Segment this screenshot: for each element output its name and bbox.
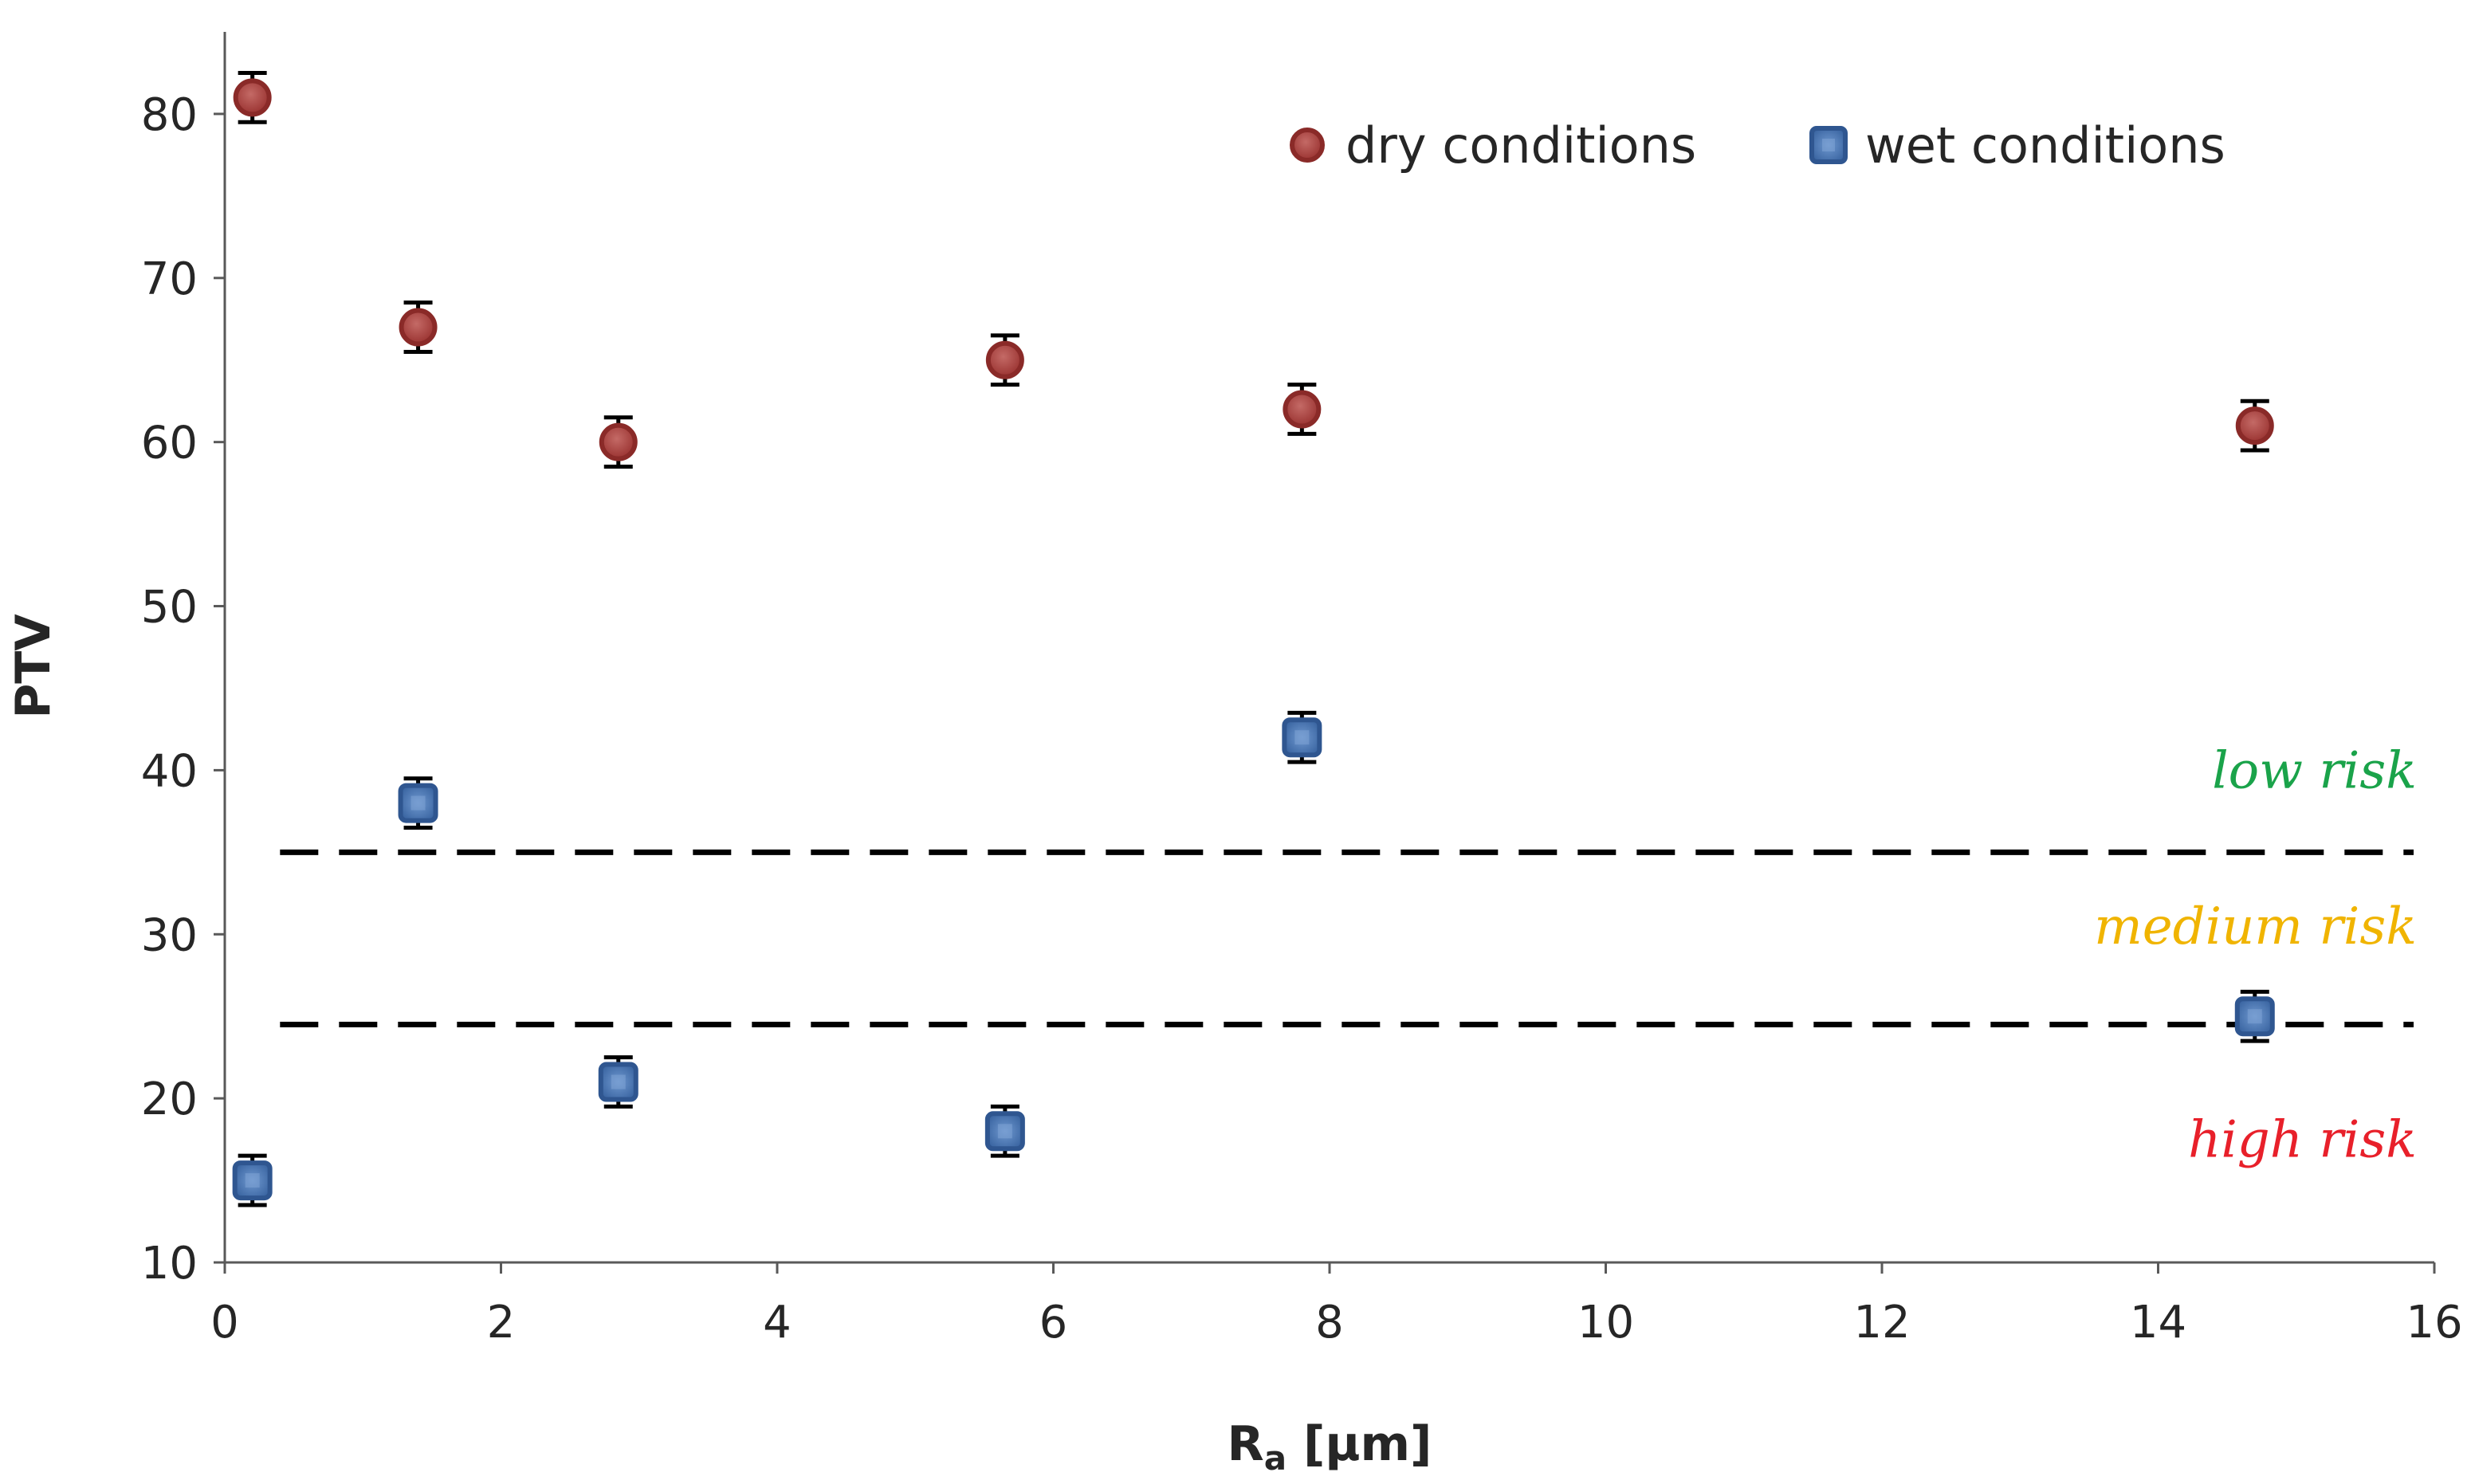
legend: dry conditions wet conditions — [1290, 116, 2225, 175]
dry-data-point — [599, 422, 638, 461]
legend-label: wet conditions — [1865, 116, 2225, 175]
x-tick-label: 16 — [2406, 1297, 2462, 1349]
wet-data-point-highlight — [997, 1124, 1012, 1139]
x-tick-label: 14 — [2130, 1297, 2186, 1349]
x-tick-label: 8 — [1315, 1297, 1344, 1349]
error-bars — [238, 70, 2269, 1207]
dry-data-point — [233, 78, 272, 117]
y-tick-label: 70 — [141, 253, 198, 305]
axes — [214, 32, 2436, 1274]
x-tick-label: 10 — [1577, 1297, 1634, 1349]
x-axis-title-main: R — [1228, 1416, 1264, 1472]
risk-zone-label: medium risk — [2094, 897, 2417, 956]
y-tick-label: 60 — [141, 418, 198, 469]
threshold-lines — [280, 849, 2414, 1027]
tick-labels: 10 20 30 40 50 60 70 80 0 2 4 6 8 10 12 14 16 — [141, 89, 2463, 1349]
y-tick-label: 30 — [141, 909, 198, 961]
risk-zone-label: low risk — [2212, 741, 2417, 800]
y-tick-label: 10 — [141, 1238, 198, 1290]
y-tick-label: 50 — [141, 582, 198, 634]
x-tick-label: 0 — [210, 1297, 239, 1349]
x-tick-label: 4 — [763, 1297, 792, 1349]
y-axis-title: PTV — [6, 614, 61, 719]
wet-data-point-highlight — [2247, 1009, 2262, 1024]
y-tick-label: 80 — [141, 89, 198, 141]
x-axis-title-subscript: a — [1264, 1439, 1287, 1478]
wet-data-point-highlight — [611, 1074, 626, 1089]
y-tick-label: 40 — [141, 745, 198, 797]
legend-wet-marker-highlight — [1822, 139, 1835, 151]
wet-data-point-highlight — [411, 795, 426, 811]
legend-dry-marker — [1290, 128, 1325, 163]
wet-data-point-highlight — [1294, 730, 1310, 745]
x-axis-title-unit: [µm] — [1287, 1416, 1432, 1472]
x-axis-title: Ra [µm] — [1228, 1416, 1432, 1478]
dry-data-point — [2235, 406, 2274, 446]
data-points — [232, 78, 2275, 1201]
wet-data-point-highlight — [245, 1173, 260, 1188]
dry-data-point — [985, 340, 1024, 379]
dry-data-point — [1283, 390, 1322, 429]
risk-labels: low risk medium risk high risk — [2094, 741, 2417, 1169]
x-tick-label: 12 — [1853, 1297, 1910, 1349]
risk-zone-label: high risk — [2188, 1111, 2417, 1170]
x-tick-label: 6 — [1039, 1297, 1068, 1349]
legend-label: dry conditions — [1345, 116, 1696, 175]
y-tick-label: 20 — [141, 1074, 198, 1125]
dry-data-point — [399, 308, 438, 347]
x-tick-label: 2 — [487, 1297, 516, 1349]
